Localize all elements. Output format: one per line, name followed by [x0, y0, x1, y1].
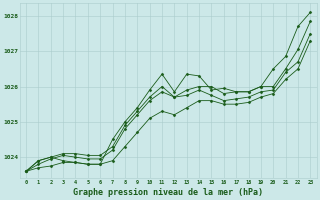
X-axis label: Graphe pression niveau de la mer (hPa): Graphe pression niveau de la mer (hPa) [73, 188, 263, 197]
